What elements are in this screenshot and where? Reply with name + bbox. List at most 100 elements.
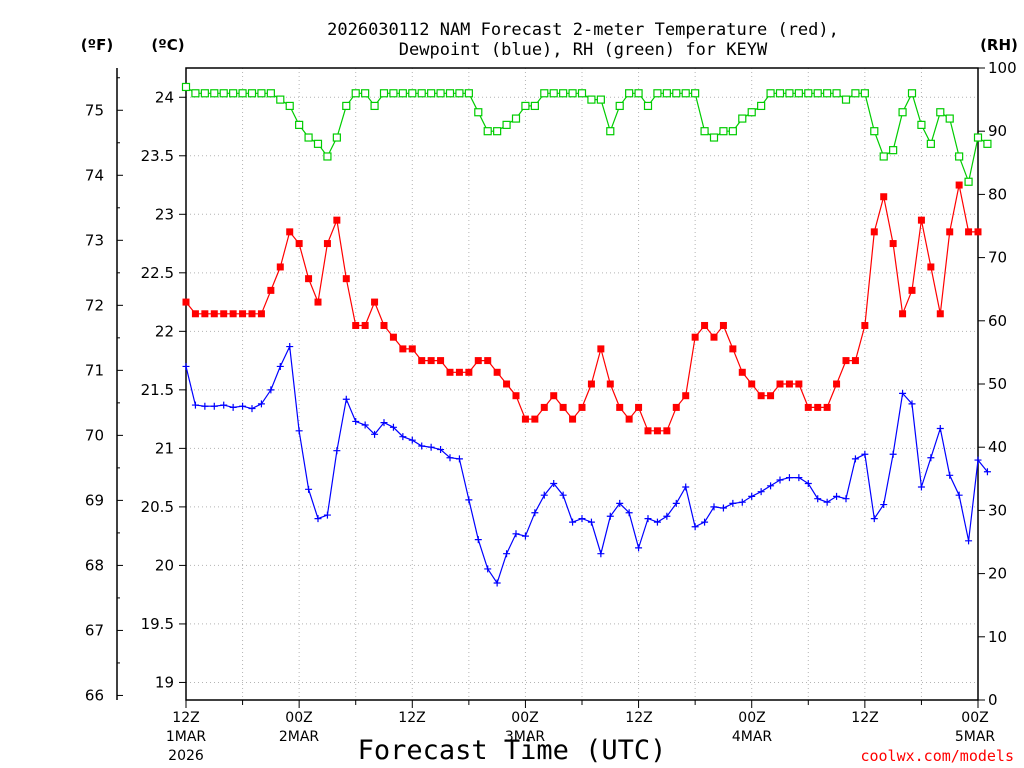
dewpoint-point [597, 550, 605, 558]
celsius-tick-label: 22.5 [141, 264, 174, 282]
temperature-point [399, 345, 407, 353]
temperature-point [305, 275, 313, 283]
axes: 19 19.5 20 20.5 21 21.5 22 22.5 23 23.5 24 66 67 68 69… [85, 59, 1017, 709]
dewpoint-point [889, 450, 897, 458]
temperature-point [587, 380, 595, 388]
temperature-point [267, 286, 275, 294]
temperature-point [842, 357, 850, 365]
dewpoint-point [333, 447, 341, 455]
grid-lines [186, 68, 978, 700]
rh-point [691, 89, 700, 98]
temperature-point [701, 321, 709, 329]
temperature-point [663, 427, 671, 435]
dewpoint-point [578, 515, 586, 523]
dewpoint-point [936, 424, 944, 432]
temperature-point [276, 263, 284, 271]
fahrenheit-tick-label: 73 [85, 231, 104, 249]
rh-point [332, 133, 341, 142]
rh-point [351, 89, 360, 98]
dewpoint-point [276, 362, 284, 370]
temperature-point [861, 321, 869, 329]
rh-point [436, 89, 445, 98]
dewpoint-point [672, 499, 680, 507]
dewpoint-point [437, 446, 445, 454]
dewpoint-point [182, 362, 190, 370]
temperature-point [220, 310, 228, 318]
temperature-point [493, 368, 501, 376]
rh-point [521, 101, 530, 111]
dewpoint-point [908, 400, 916, 408]
dewpoint-point [899, 389, 907, 397]
dewpoint-point [767, 482, 775, 490]
rh-point [313, 139, 323, 148]
rh-point [964, 177, 973, 186]
x-tick-7-line2: 5MAR [955, 729, 996, 745]
dewpoint-point [795, 474, 803, 482]
dewpoint-point [682, 483, 690, 491]
temperature-point [239, 310, 247, 318]
rh-point [813, 89, 822, 98]
x-tick-1-line2: 2MAR [279, 729, 320, 745]
temperature-point [521, 415, 529, 423]
dewpoint-point [757, 488, 765, 496]
celsius-tick-label: 22 [155, 322, 174, 340]
temperature-point [729, 345, 737, 353]
rh-point [672, 89, 681, 98]
temperature-point [823, 403, 831, 411]
rh-point [530, 101, 539, 111]
dewpoint-series [182, 343, 991, 587]
dewpoint-point [210, 402, 218, 410]
rh-point [464, 89, 473, 98]
rh-point [889, 146, 898, 155]
temperature-point [474, 357, 482, 365]
rh-point [474, 108, 483, 117]
dewpoint-point [851, 455, 859, 463]
dewpoint-point [842, 495, 850, 503]
chart-title-line1: 2026030112 NAM Forecast 2-meter Temperat… [327, 20, 839, 40]
temperature-point [644, 427, 652, 435]
temperature-point [955, 181, 963, 189]
dewpoint-point [380, 419, 388, 427]
dewpoint-point [540, 491, 548, 499]
fahrenheit-tick-label: 75 [85, 101, 104, 119]
temperature-point [361, 321, 369, 329]
dewpoint-point [408, 436, 416, 444]
temperature-point [748, 380, 756, 388]
fahrenheit-tick-label: 70 [85, 426, 104, 444]
celsius-tick-label: 20.5 [141, 498, 174, 516]
temperature-point [295, 240, 303, 248]
fahrenheit-tick-label: 71 [85, 361, 104, 379]
rh-point [907, 89, 917, 98]
rh-point [455, 89, 464, 98]
dewpoint-point [521, 532, 529, 540]
celsius-unit-label: (ºC) [151, 36, 184, 54]
dewpoint-point [503, 550, 511, 558]
temperature-point [625, 415, 633, 423]
temperature-point [870, 228, 878, 236]
temperature-point [540, 403, 548, 411]
rh-point [229, 89, 238, 98]
rh-point [917, 120, 926, 129]
celsius-tick-label: 24 [155, 88, 174, 106]
temperature-point [653, 427, 661, 435]
celsius-tick-label: 23.5 [141, 147, 174, 165]
temperature-point [455, 368, 463, 376]
rh-point [219, 89, 228, 98]
x-tick-3-line1: 00Z [511, 710, 538, 726]
dewpoint-point [644, 515, 652, 523]
temperature-point [352, 321, 360, 329]
rh-tick-label: 60 [988, 312, 1007, 330]
dewpoint-point [361, 421, 369, 429]
rh-point [389, 89, 398, 98]
dewpoint-point [248, 405, 256, 413]
rh-point [926, 139, 935, 148]
celsius-tick-label: 21.5 [141, 381, 174, 399]
temperature-point [691, 333, 699, 341]
temperature-point [597, 345, 605, 353]
temperature-point [484, 357, 492, 365]
dewpoint-point [295, 427, 303, 435]
dewpoint-point [257, 400, 265, 408]
dewpoint-point [616, 499, 624, 507]
rh-point [493, 127, 502, 136]
